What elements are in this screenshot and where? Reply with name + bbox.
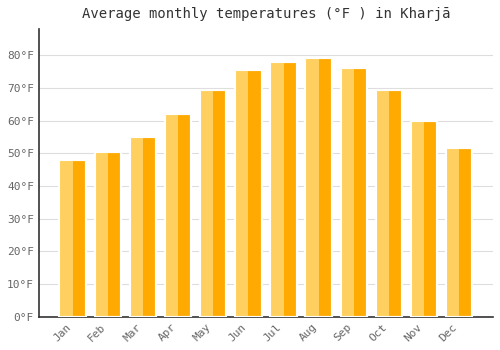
Bar — [270, 62, 296, 317]
Bar — [200, 90, 213, 317]
Bar — [60, 160, 72, 317]
Bar — [235, 70, 248, 317]
Title: Average monthly temperatures (°F ) in Kharjā: Average monthly temperatures (°F ) in Kh… — [82, 7, 450, 21]
Bar — [340, 68, 367, 317]
Bar — [60, 160, 86, 317]
Bar — [376, 90, 402, 317]
Bar — [376, 90, 389, 317]
Bar — [270, 62, 296, 317]
Bar — [306, 58, 318, 317]
Bar — [94, 152, 121, 317]
Bar — [165, 114, 191, 317]
Bar — [165, 114, 191, 317]
Bar — [376, 90, 402, 317]
Bar — [446, 148, 472, 317]
Bar — [235, 70, 262, 317]
Bar — [130, 137, 156, 317]
Bar — [60, 160, 86, 317]
Bar — [340, 68, 367, 317]
Bar — [130, 137, 143, 317]
Bar — [200, 90, 226, 317]
Bar — [270, 62, 283, 317]
Bar — [340, 68, 354, 317]
Bar — [200, 90, 226, 317]
Bar — [94, 152, 121, 317]
Bar — [165, 114, 178, 317]
Bar — [94, 152, 108, 317]
Bar — [235, 70, 262, 317]
Bar — [306, 58, 332, 317]
Bar — [446, 148, 459, 317]
Bar — [411, 121, 438, 317]
Bar — [411, 121, 438, 317]
Bar — [130, 137, 156, 317]
Bar — [411, 121, 424, 317]
Bar — [306, 58, 332, 317]
Bar — [446, 148, 472, 317]
